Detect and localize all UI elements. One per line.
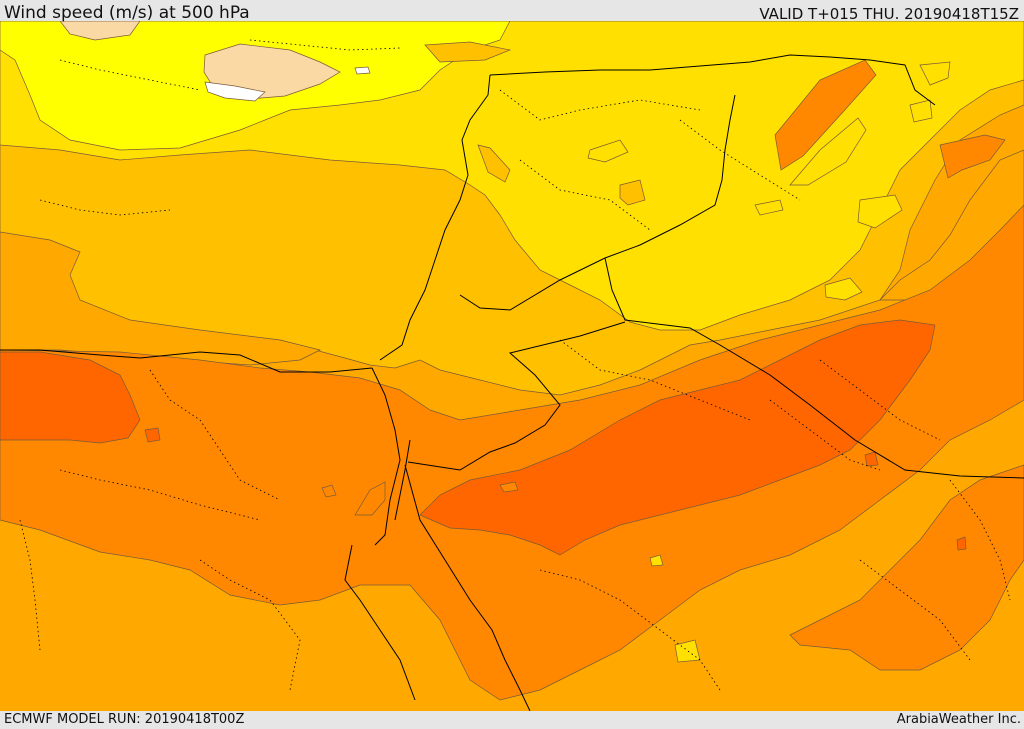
wind-band-orange	[0, 204, 1024, 701]
wind-pocket-gold	[587, 61, 951, 663]
border-jordan-saudi	[604, 257, 1024, 479]
map-title: Wind speed (m/s) at 500 hPa	[4, 3, 250, 23]
coastline-red-sea-east	[404, 464, 531, 711]
wind-pocket-amber	[424, 41, 646, 206]
border-saudi-north	[407, 321, 626, 471]
border-syria-iraq	[459, 94, 736, 311]
coastline-red-sea-west	[344, 544, 416, 701]
model-run-label: ECMWF MODEL RUN: 20190418T00Z	[4, 712, 245, 727]
coastlines	[0, 54, 1024, 711]
wind-pocket-orange	[321, 59, 1006, 516]
wind-pocket-orange-dark	[864, 451, 967, 551]
valid-time-label: VALID T+015 THU. 20190418T15Z	[759, 5, 1019, 23]
map-header: Wind speed (m/s) at 500 hPa VALID T+015 …	[0, 0, 1024, 23]
coastline-aqaba	[394, 439, 411, 521]
map-footer: ECMWF MODEL RUN: 20190418T00Z ArabiaWeat…	[0, 711, 1024, 729]
wind-band-orange-dark	[0, 319, 936, 556]
coastline-north-africa	[0, 349, 373, 373]
credit-label: ArabiaWeather Inc.	[896, 712, 1021, 727]
wind-band-white	[204, 66, 371, 102]
coastline-levant	[379, 74, 491, 361]
wind-speed-map[interactable]	[0, 21, 1024, 711]
internal-boundaries	[19, 39, 1011, 691]
border-jordan-iraq	[489, 54, 936, 106]
coastline-suez	[371, 367, 401, 546]
